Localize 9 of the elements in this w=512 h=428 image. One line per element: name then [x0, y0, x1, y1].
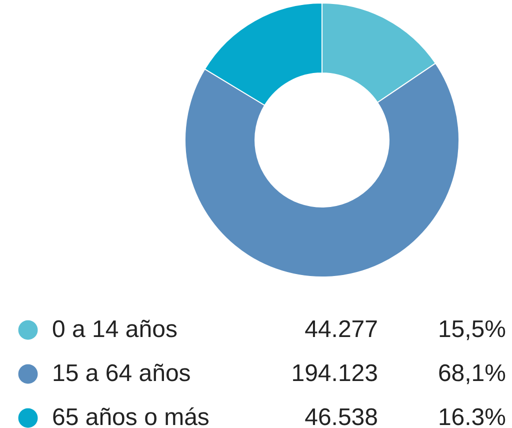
legend-label: 0 a 14 años [52, 316, 178, 343]
legend-label: 65 años o más [52, 404, 210, 428]
text: 15,5% [438, 316, 506, 343]
data-label: 44.277 [304, 316, 378, 343]
text: 68,1% [438, 360, 506, 387]
data-label: 46.538 [304, 404, 378, 428]
text: 16.3% [438, 404, 506, 428]
legend-label: 15 a 64 años [52, 360, 191, 387]
data-label: 194.123 [291, 360, 378, 387]
